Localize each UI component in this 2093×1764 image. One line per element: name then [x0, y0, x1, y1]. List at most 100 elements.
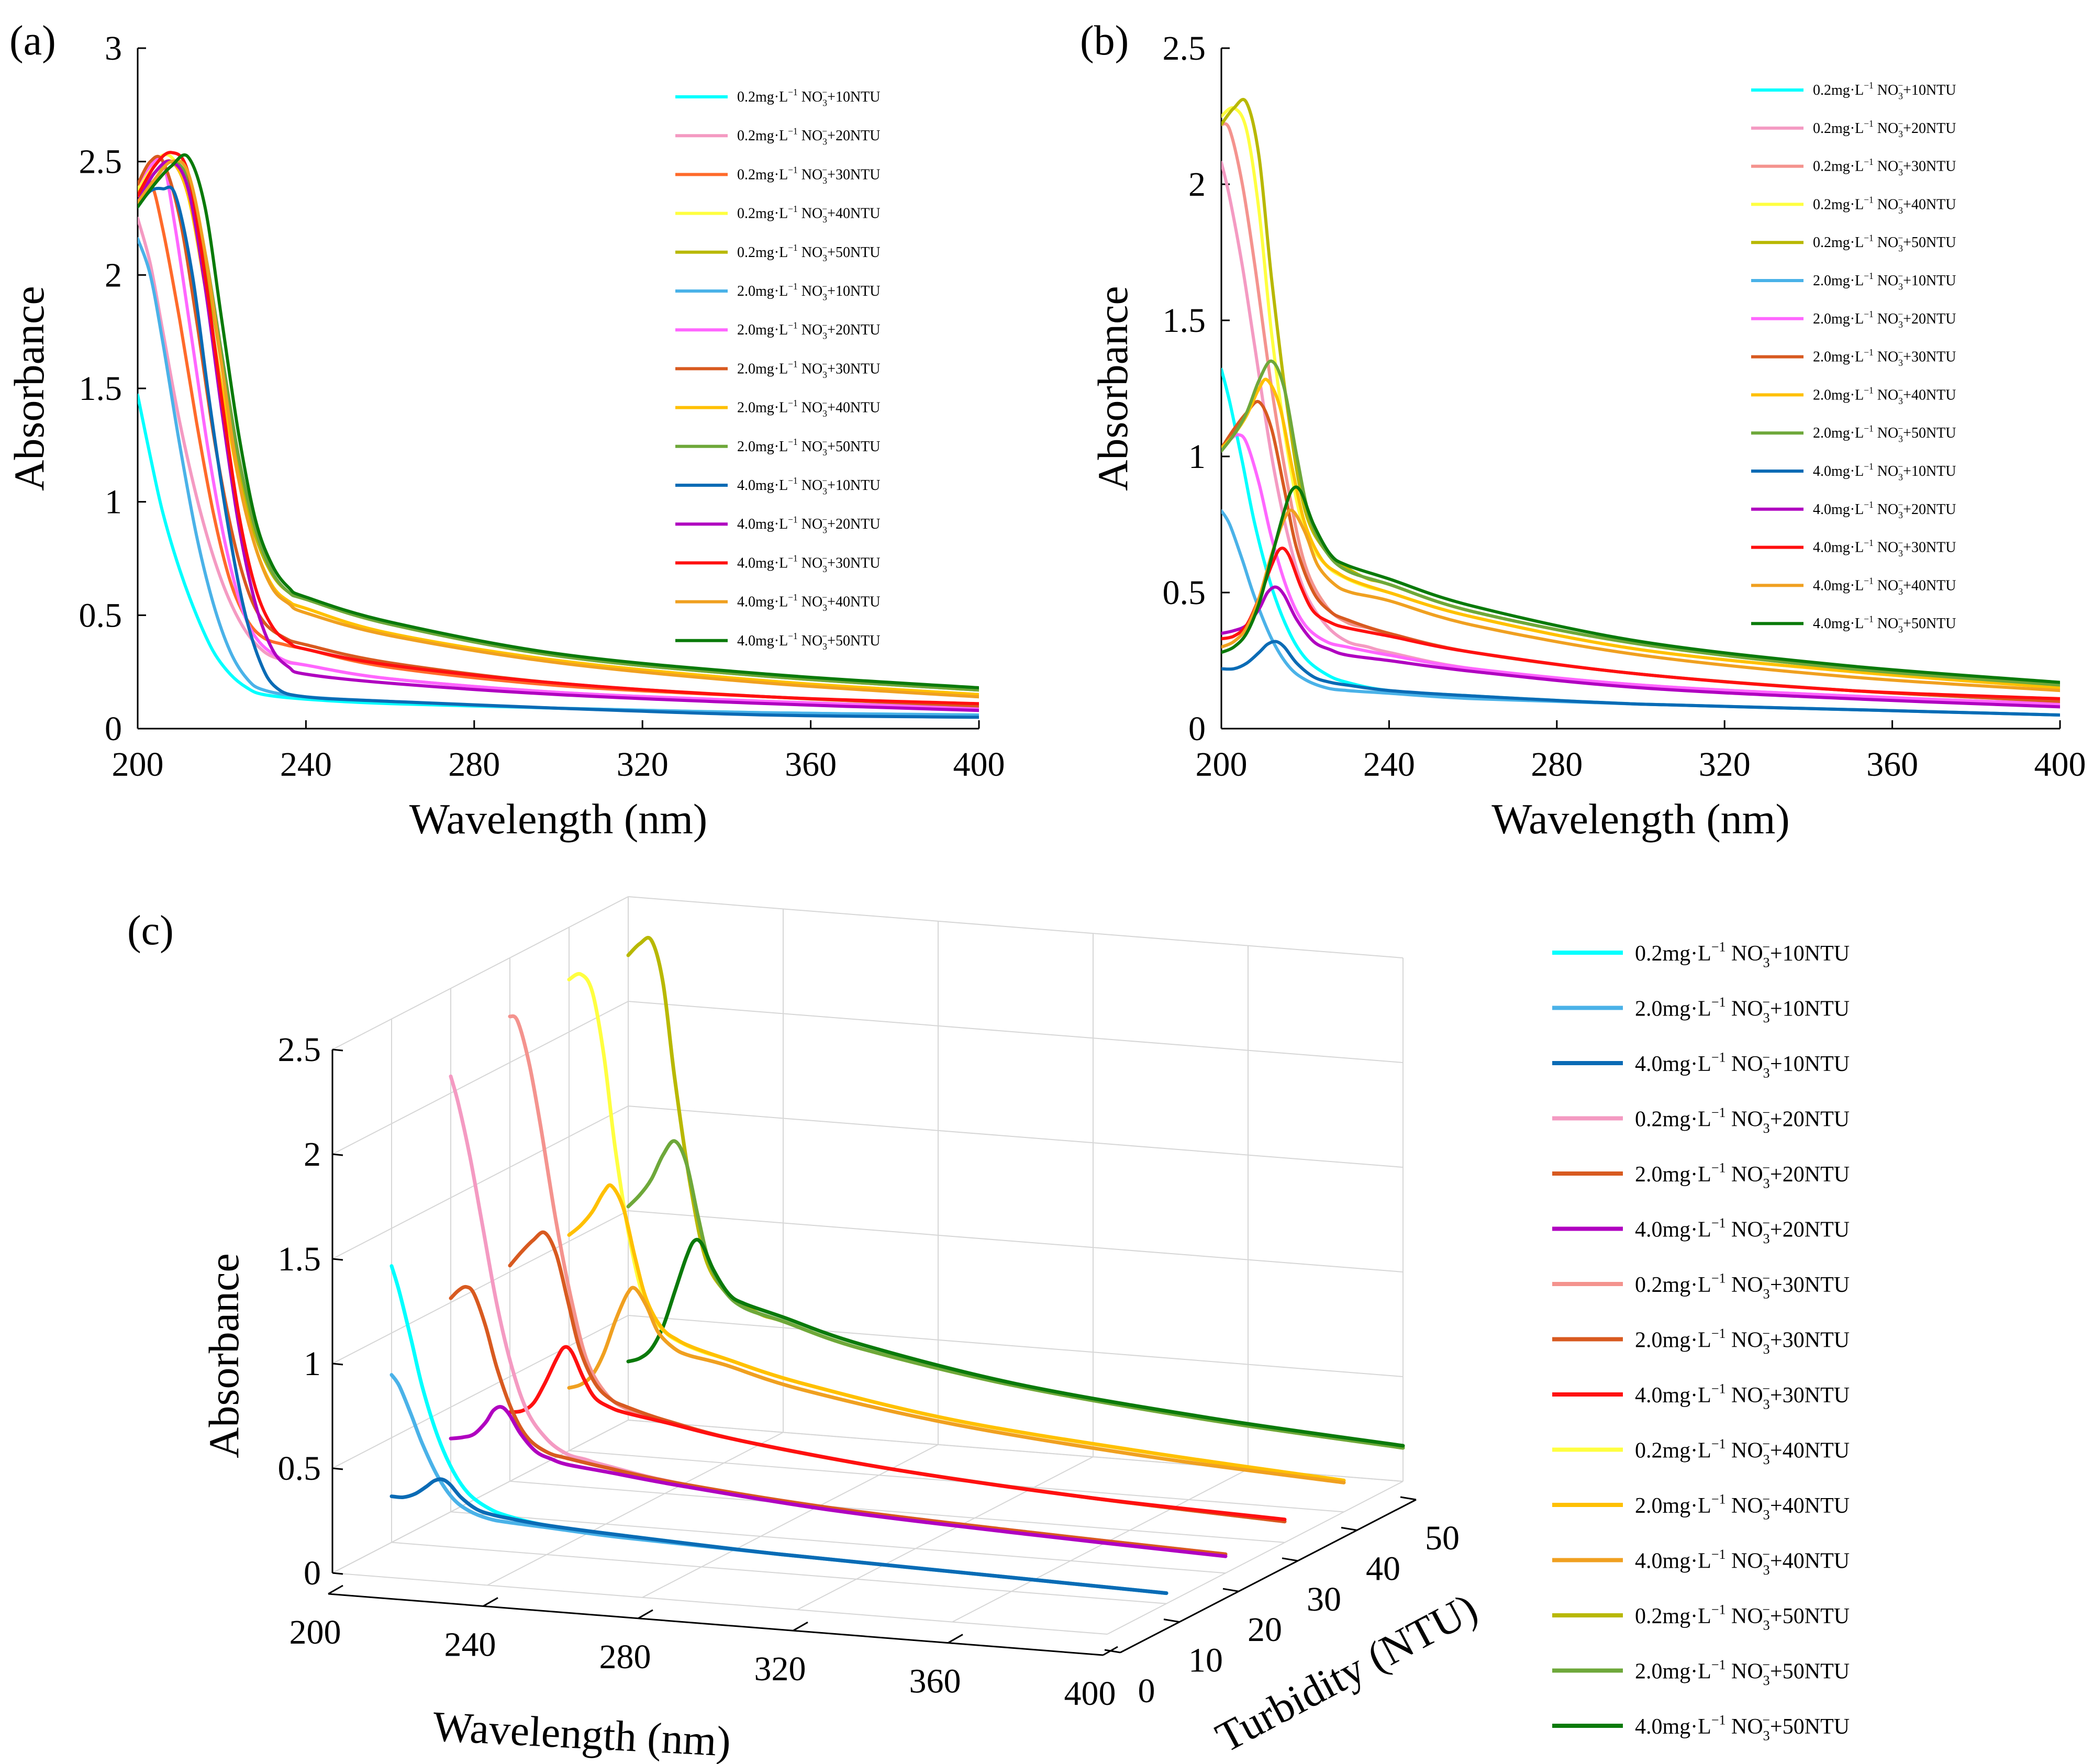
- z-tick-label: 0.5: [278, 1449, 321, 1488]
- legend-entry: 0.2mg·L−1 NO3−+30NTU: [1813, 157, 1956, 177]
- legend-entry: 4.0mg·L−1 NO3−+50NTU: [1813, 613, 1956, 634]
- y-tick-label: 1: [105, 483, 122, 521]
- x-tick-label: 280: [1531, 745, 1583, 784]
- legend-entry: 2.0mg·L−1 NO3−+30NTU: [1635, 1326, 1850, 1357]
- y-tick-label: 0.5: [1163, 574, 1206, 612]
- y-tick-label: 20: [1248, 1611, 1282, 1649]
- x-tick-label: 320: [1699, 745, 1751, 784]
- z-tick-label: 1.5: [278, 1240, 321, 1278]
- legend-entry: 4.0mg·L−1 NO3−+10NTU: [737, 475, 881, 496]
- z-tick-mark: [332, 1153, 343, 1156]
- gridline: [628, 896, 1404, 958]
- y-tick-mark: [1104, 1649, 1121, 1654]
- plot-area: [138, 151, 979, 719]
- x-tick-mark: [483, 1597, 498, 1607]
- z-tick-mark: [332, 1363, 343, 1366]
- y-tick-mark: [1222, 1588, 1239, 1592]
- legend-entry: 2.0mg·L−1 NO3−+10NTU: [737, 281, 881, 302]
- y-tick-label: 30: [1307, 1580, 1341, 1618]
- legend-entry: 4.0mg·L−1 NO3−+50NTU: [737, 631, 881, 652]
- legend-entry: 4.0mg·L−1 NO3−+20NTU: [1813, 499, 1956, 520]
- y-tick-label: 1: [1188, 438, 1206, 476]
- series-line-4.0mg-l-no-20ntu: [1221, 585, 2060, 709]
- y-tick-mark: [1163, 1618, 1180, 1623]
- legend-entry: 4.0mg·L−1 NO3−+30NTU: [737, 553, 881, 574]
- x-axis-title: Wavelength (nm): [432, 1702, 732, 1764]
- z-tick-mark: [332, 1572, 343, 1575]
- legend-entry: 0.2mg·L−1 NO3−+10NTU: [1813, 80, 1956, 101]
- y-tick-label: 2.5: [1163, 29, 1206, 68]
- y-tick-label: 50: [1425, 1519, 1460, 1557]
- x-tick-label: 360: [1866, 745, 1918, 784]
- legend-entry: 4.0mg·L−1 NO3−+40NTU: [1813, 576, 1956, 597]
- x-tick-label: 360: [785, 745, 837, 784]
- legend-entry: 0.2mg·L−1 NO3−+40NTU: [737, 204, 881, 225]
- x-tick-label: 400: [953, 745, 1005, 784]
- x-tick-label: 240: [1363, 745, 1415, 784]
- z-tick-label: 2: [304, 1135, 321, 1174]
- legend-entry: 2.0mg·L−1 NO3−+10NTU: [1813, 271, 1956, 292]
- y-axis-line: [1120, 1499, 1417, 1654]
- gridline: [642, 1444, 939, 1598]
- x-tick-label: 200: [290, 1613, 341, 1651]
- legend-entry: 0.2mg·L−1 NO3−+40NTU: [1635, 1436, 1850, 1467]
- y-axis-title: Absorbance: [1089, 286, 1137, 491]
- legend-entry: 0.2mg·L−1 NO3−+30NTU: [1635, 1270, 1850, 1301]
- legend-entry: 4.0mg·L−1 NO3−+20NTU: [1635, 1215, 1850, 1246]
- plot-area: [1221, 98, 2060, 717]
- legend-entry: 2.0mg·L−1 NO3−+10NTU: [1635, 995, 1850, 1025]
- x-tick-label: 240: [280, 745, 332, 784]
- gridline: [487, 1432, 784, 1586]
- series-line-2.0mg-l-no-30ntu: [138, 154, 979, 708]
- y-tick-label: 0: [105, 710, 122, 748]
- series-line-4.0mg-l-no-10ntu: [1221, 640, 2060, 717]
- x-tick-label: 400: [1064, 1674, 1116, 1713]
- series-line-4.0mg-l-no-20ntu: [138, 159, 979, 712]
- x-tick-label: 280: [448, 745, 500, 784]
- x-tick-label: 400: [2034, 745, 2086, 784]
- series-line-2.0mg-l-no-50ntu: [1221, 359, 2060, 687]
- gridline: [1107, 1481, 1404, 1635]
- gridline: [628, 1001, 1404, 1063]
- legend: 0.2mg·L−1 NO3−+10NTU 2.0mg·L−1 NO3−+10NTU…: [1552, 939, 1850, 1744]
- series-line-0.2mg-l-no-30ntu: [508, 1014, 1287, 1524]
- legend-entry: 2.0mg·L−1 NO3−+20NTU: [1813, 309, 1956, 330]
- legend-entry: 4.0mg·L−1 NO3−+10NTU: [1813, 461, 1956, 482]
- x-tick-mark: [793, 1621, 808, 1632]
- gridline: [332, 896, 629, 1050]
- y-tick-label: 2.5: [79, 143, 123, 181]
- y-tick-mark: [1400, 1496, 1417, 1501]
- legend-entry: 4.0mg·L−1 NO3−+30NTU: [1635, 1381, 1850, 1412]
- panel-label: (b): [1080, 18, 1129, 64]
- gridline: [332, 1210, 629, 1364]
- legend-entry: 0.2mg·L−1 NO3−+20NTU: [1635, 1105, 1850, 1136]
- legend-entry: 2.0mg·L−1 NO3−+20NTU: [737, 320, 881, 341]
- series-line-2.0mg-l-no-40ntu: [138, 159, 979, 696]
- panel-b: (b) 200 240 280 320 360 400 0 0.5 1 1.5 2 2.5 Wavelen…: [1080, 18, 2086, 843]
- series-line-4.0mg-l-no-40ntu: [138, 159, 979, 699]
- grid-3d: [332, 896, 1404, 1635]
- series-line-4.0mg-l-no-50ntu: [138, 153, 979, 689]
- legend-entry: 0.2mg·L−1 NO3−+30NTU: [737, 165, 881, 186]
- series-line-2.0mg-l-no-20ntu: [1221, 433, 2060, 706]
- y-tick-mark: [1282, 1557, 1298, 1562]
- legend-entry: 2.0mg·L−1 NO3−+40NTU: [1635, 1491, 1850, 1522]
- y-tick-label: 2: [105, 256, 122, 294]
- y-tick-label: 0: [1188, 710, 1206, 748]
- legend-entry: 4.0mg·L−1 NO3−+40NTU: [1635, 1547, 1850, 1578]
- legend-entry: 0.2mg·L−1 NO3−+20NTU: [737, 126, 881, 147]
- legend-entry: 0.2mg·L−1 NO3−+50NTU: [1635, 1602, 1850, 1633]
- x-tick-label: 280: [599, 1638, 651, 1676]
- legend-entry: 2.0mg·L−1 NO3−+30NTU: [737, 359, 881, 380]
- legend-entry: 2.0mg·L−1 NO3−+50NTU: [1813, 423, 1956, 444]
- y-tick-label: 1.5: [79, 370, 123, 408]
- z-axis-title: Absorbance: [200, 1253, 248, 1458]
- gridline: [509, 1480, 1285, 1543]
- series-line-2.0mg-l-no-40ntu: [567, 1183, 1346, 1482]
- gridline: [332, 1572, 1108, 1635]
- z-tick-label: 0: [304, 1554, 321, 1592]
- x-tick-mark: [948, 1634, 963, 1644]
- gridline: [569, 1450, 1344, 1513]
